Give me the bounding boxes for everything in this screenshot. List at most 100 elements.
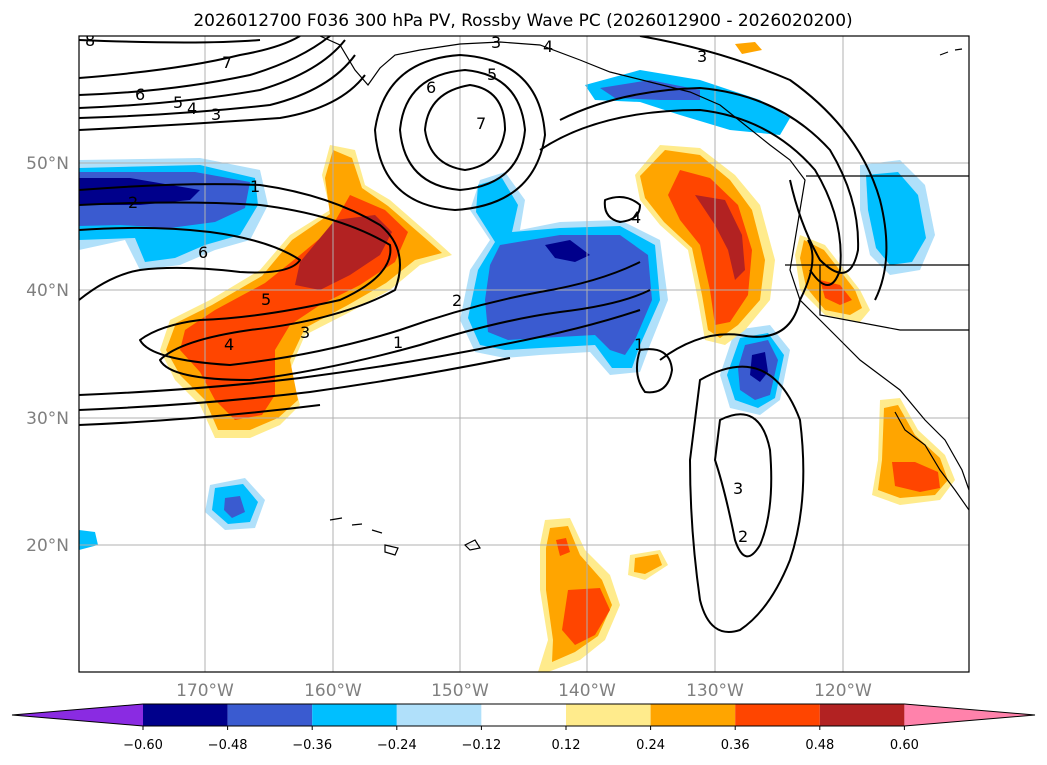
contour-2: [79, 201, 641, 366]
contour-closed-low-3: [374, 54, 546, 211]
contour-label: 1: [634, 335, 644, 354]
contour-south-a: [714, 413, 773, 558]
colorbar-segment: [396, 704, 482, 726]
latitude-labels: 50°N 40°N 30°N 20°N: [26, 154, 69, 556]
contour-6: [79, 36, 331, 96]
pos-region-top: [735, 42, 762, 54]
colorbar-segment: [481, 704, 566, 726]
graticule: [79, 36, 969, 672]
contour-label: 7: [476, 114, 486, 133]
contour-5: [79, 39, 346, 109]
contour-south-c: [659, 239, 814, 361]
island-small: [463, 539, 481, 551]
pos-region-small-2: [634, 554, 662, 574]
lat-label: 20°N: [26, 536, 69, 556]
neg-region-west-4: [79, 178, 200, 205]
lat-label: 40°N: [26, 281, 69, 301]
contour-4: [79, 54, 356, 119]
colorbar-segment: [566, 704, 651, 726]
contour-1: [79, 183, 651, 381]
contour-closed-small: [603, 195, 641, 223]
colorbar-tick-label: −0.24: [377, 738, 417, 753]
contour-label: 1: [393, 333, 403, 352]
contour-label: 4: [187, 99, 197, 118]
colorbar-tick-label: 0.36: [721, 738, 750, 753]
colorbar-segment: [312, 704, 397, 726]
lon-label: 120°W: [814, 681, 872, 701]
contour-8: [79, 39, 261, 44]
contour-label: 3: [491, 33, 501, 52]
contour-label: 8: [85, 31, 95, 50]
contour-label: 6: [135, 85, 145, 104]
pos-region-south-east-3: [892, 462, 940, 492]
contour-label: 4: [631, 208, 641, 227]
contour-label: 6: [426, 78, 436, 97]
pos-region-south-4: [556, 538, 570, 556]
colorbar-tick-label: 0.48: [805, 738, 834, 753]
contour-ridge: [559, 87, 860, 274]
lon-label: 150°W: [431, 681, 489, 701]
colorbar-tick-label: 0.60: [890, 738, 919, 753]
hawaii-islands: [329, 517, 399, 556]
contour-ridge-2: [539, 109, 842, 286]
colorbar-segment: [735, 704, 820, 726]
colorbar-segment: [227, 704, 313, 726]
colorbar-extend-low: [12, 704, 143, 726]
map-area: 8 7 6 5 4 3 3 4 5 6 7 1 2 6 5 4 3 2 1 4: [78, 31, 970, 673]
contour-closed-low-2: [399, 69, 526, 191]
neg-region-east-2: [866, 172, 926, 265]
colorbar-segment: [143, 704, 228, 726]
lat-label: 30°N: [26, 409, 69, 429]
neg-region-south-4: [750, 352, 768, 382]
lon-label: 140°W: [558, 681, 616, 701]
colorbar-tick-label: −0.60: [123, 738, 163, 753]
neg-region-north-2: [600, 80, 700, 100]
lon-label: 130°W: [686, 681, 744, 701]
contour-label: 1: [250, 177, 260, 196]
island-aleutian: [939, 48, 963, 56]
map-title: 2026012700 F036 300 hPa PV, Rossby Wave …: [193, 11, 852, 31]
coastlines: [319, 36, 969, 556]
contour-bottom-b: [79, 357, 511, 411]
contour-label: 7: [222, 53, 232, 72]
contour-labels: 8 7 6 5 4 3 3 4 5 6 7 1 2 6 5 4 3 2 1 4: [85, 31, 748, 546]
contour-label: 3: [300, 323, 310, 342]
lon-label: 160°W: [304, 681, 362, 701]
contour-label: 2: [128, 193, 138, 212]
contour-closed-right: [635, 348, 673, 394]
contour-label: 2: [738, 527, 748, 546]
neg-region-small-3: [224, 496, 245, 518]
colorbar-tick-label: −0.36: [292, 738, 332, 753]
colorbar-extend-high: [904, 704, 1035, 726]
contour-label: 6: [198, 243, 208, 262]
map-frame: [78, 35, 970, 673]
colorbar: −0.60 −0.48 −0.36 −0.24 −0.12 0.12 0.24 0.36 0.4…: [11, 703, 1036, 753]
colorbar-segment: [819, 704, 905, 726]
contour-label: 2: [452, 291, 462, 310]
nevada-border: [819, 265, 969, 331]
contour-label: 3: [697, 47, 707, 66]
negative-pv-regions: [79, 70, 935, 550]
contour-label: 3: [733, 479, 743, 498]
contour-3: [79, 74, 366, 131]
contour-label: 5: [173, 93, 183, 112]
pv-contours: [79, 36, 888, 633]
pos-region-south-3: [562, 588, 610, 645]
colorbar-tick-label: −0.12: [461, 738, 501, 753]
neg-region-center-4: [545, 240, 590, 262]
contour-south-b: [689, 365, 805, 633]
contour-label: 5: [261, 290, 271, 309]
contour-ridge-3: [639, 36, 888, 301]
lon-label: 170°W: [176, 681, 234, 701]
lat-label: 50°N: [26, 154, 69, 174]
contour-closed-low: [424, 84, 506, 171]
colorbar-tick-label: 0.24: [636, 738, 665, 753]
colorbar-tick-label: −0.48: [208, 738, 248, 753]
contour-label: 3: [211, 105, 221, 124]
pos-region-northeast-4: [695, 195, 745, 280]
contour-7: [79, 36, 301, 79]
colorbar-tick-label: 0.12: [552, 738, 581, 753]
contour-bottom-c: [79, 404, 321, 426]
neg-region-center-3: [485, 235, 652, 355]
